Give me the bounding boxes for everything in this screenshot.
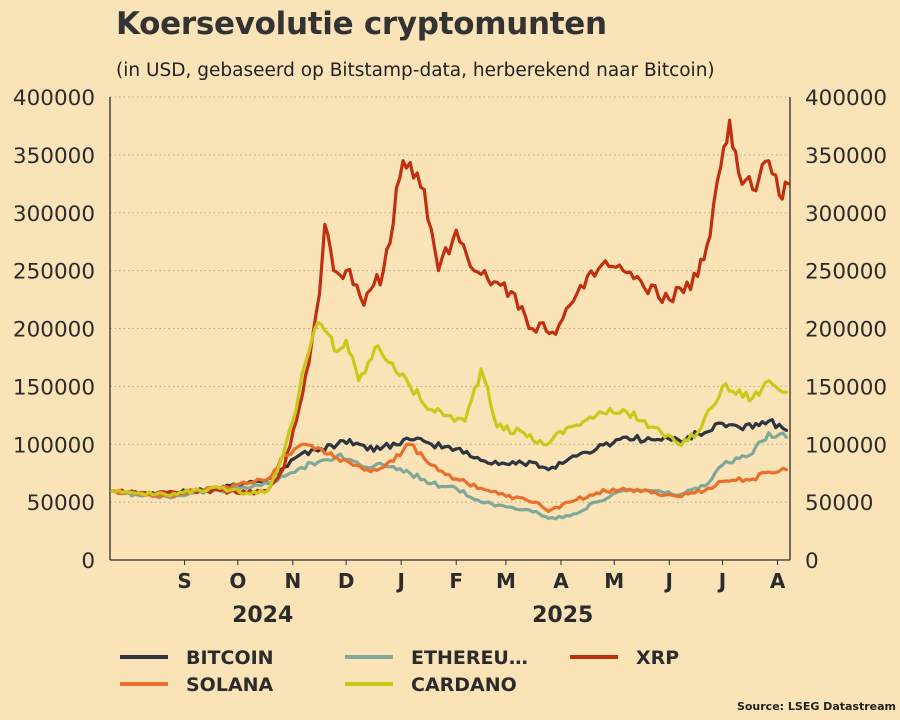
chart-subtitle: (in USD, gebaseerd op Bitstamp-data, her… [116, 60, 715, 81]
legend-label-solana: SOLANA [186, 674, 274, 696]
x-tick-label: N [284, 569, 301, 593]
y-tick-label-right: 350000 [805, 144, 887, 169]
y-tick-label-left: 350000 [13, 144, 95, 169]
x-year-label: 2024 [232, 603, 293, 628]
x-tick-label: A [553, 569, 569, 593]
x-tick-label: J [717, 569, 726, 593]
y-tick-label-left: 100000 [13, 433, 95, 458]
x-tick-label: F [449, 569, 463, 593]
chart-title: Koersevolutie cryptomunten [116, 6, 607, 42]
legend-label-cardano: CARDANO [411, 674, 517, 696]
y-tick-label-right: 250000 [805, 260, 887, 285]
y-tick-label-right: 200000 [805, 318, 887, 343]
series-line-bitcoin [110, 418, 788, 497]
legend-label-bitcoin: BITCOIN [186, 647, 274, 669]
x-tick-label: S [177, 569, 191, 593]
x-tick-label: O [229, 569, 246, 593]
y-tick-label-left: 150000 [13, 375, 95, 400]
y-tick-label-right: 50000 [805, 491, 873, 516]
legend-label-xrp: XRP [636, 647, 679, 669]
x-tick-label: M [604, 569, 624, 593]
x-tick-label: A [770, 569, 786, 593]
y-tick-label-left: 50000 [27, 491, 95, 516]
y-tick-label-right: 100000 [805, 433, 887, 458]
y-tick-label-left: 400000 [13, 86, 95, 111]
x-tick-label: M [496, 569, 516, 593]
x-tick-label: D [338, 569, 355, 593]
y-tick-label-right: 400000 [805, 86, 887, 111]
y-tick-label-left: 200000 [13, 318, 95, 343]
y-tick-label-right: 150000 [805, 375, 887, 400]
x-tick-label: J [395, 569, 404, 593]
series-line-solana [110, 442, 788, 513]
source-note: Source: LSEG Datastream [736, 700, 896, 713]
series-line-cardano [110, 321, 788, 498]
y-tick-label-left: 250000 [13, 260, 95, 285]
y-tick-label-right: 0 [805, 549, 819, 574]
y-tick-label-left: 0 [81, 549, 95, 574]
x-year-label: 2025 [532, 603, 593, 628]
y-tick-label-right: 300000 [805, 202, 887, 227]
legend-label-ethereu: ETHEREU… [411, 647, 528, 669]
y-tick-label-left: 300000 [13, 202, 95, 227]
x-tick-label: J [664, 569, 673, 593]
